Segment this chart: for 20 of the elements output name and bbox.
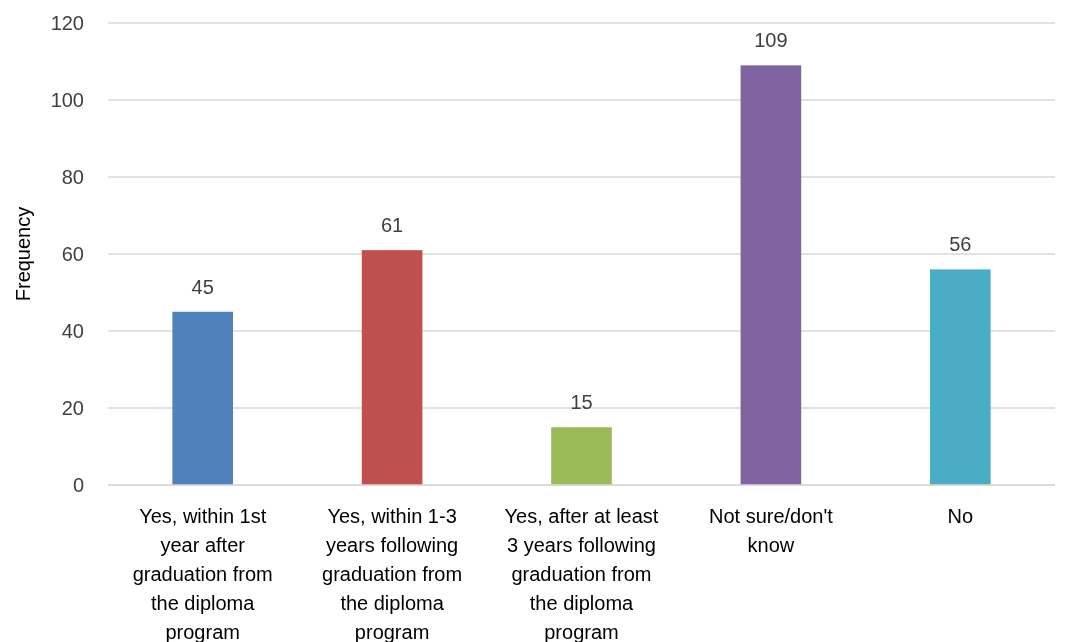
y-tick-label: 60 xyxy=(61,243,84,265)
x-tick-label: Not sure/don't know xyxy=(708,505,834,556)
y-axis-title: Frequency xyxy=(12,206,34,302)
data-label: 56 xyxy=(949,233,972,256)
data-label: 109 xyxy=(754,29,788,52)
y-tick-label: 100 xyxy=(50,89,84,111)
y-tick-label: 0 xyxy=(72,474,84,496)
bar xyxy=(740,65,802,485)
x-tick-label: No xyxy=(947,505,974,527)
bar xyxy=(172,311,233,485)
y-tick-label: 40 xyxy=(61,320,84,342)
bar xyxy=(930,269,991,485)
data-label: 61 xyxy=(380,214,404,237)
y-tick-label: 20 xyxy=(61,397,84,419)
bar xyxy=(361,250,423,485)
y-tick-label: 120 xyxy=(50,12,84,34)
data-label: 45 xyxy=(191,275,214,298)
bar xyxy=(551,427,612,485)
data-label: 15 xyxy=(570,391,593,414)
y-tick-label: 80 xyxy=(61,166,84,188)
